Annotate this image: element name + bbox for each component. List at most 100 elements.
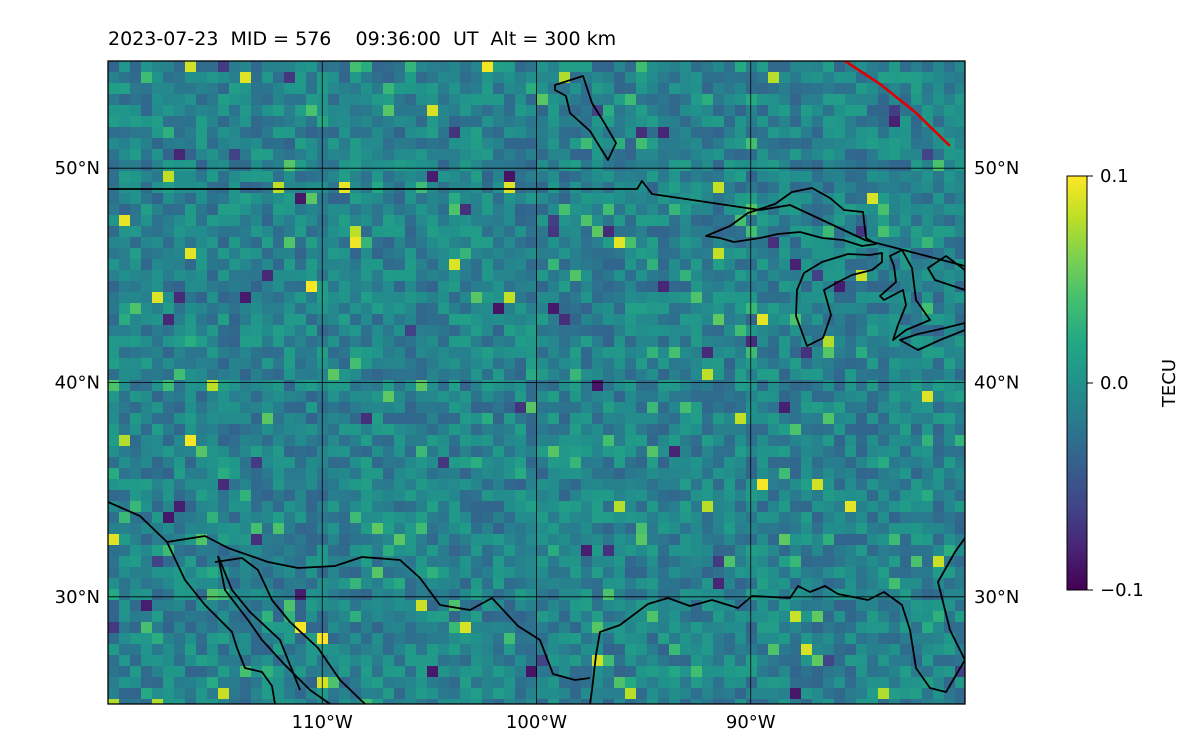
- tec-cell: [625, 567, 636, 578]
- tec-cell: [581, 699, 592, 704]
- tec-cell: [834, 578, 845, 589]
- tec-cell: [691, 226, 702, 237]
- tec-cell: [482, 160, 493, 171]
- tec-cell: [724, 666, 735, 677]
- tec-cell: [460, 435, 471, 446]
- tec-cell: [339, 424, 350, 435]
- tec-cell: [372, 666, 383, 677]
- tec-cell: [119, 270, 130, 281]
- tec-cell: [955, 182, 965, 193]
- tec-cell: [427, 281, 438, 292]
- tec-cell: [240, 281, 251, 292]
- tec-cell: [559, 83, 570, 94]
- tec-field: [108, 61, 965, 704]
- tec-cell: [141, 83, 152, 94]
- tec-cell: [405, 523, 416, 534]
- tec-cell: [372, 512, 383, 523]
- tec-cell: [427, 270, 438, 281]
- tec-cell: [647, 237, 658, 248]
- tec-cell: [581, 545, 592, 556]
- tec-cell: [130, 468, 141, 479]
- tec-cell: [922, 600, 933, 611]
- terminator-line: [844, 61, 951, 147]
- tec-cell: [867, 589, 878, 600]
- tec-cell: [603, 622, 614, 633]
- tec-cell: [944, 468, 955, 479]
- tec-cell: [251, 545, 262, 556]
- tec-cell: [460, 468, 471, 479]
- tec-cell: [691, 336, 702, 347]
- tec-cell: [845, 83, 856, 94]
- tec-cell: [845, 677, 856, 688]
- tec-cell: [295, 116, 306, 127]
- tec-cell: [625, 259, 636, 270]
- tec-cell: [328, 578, 339, 589]
- tec-cell: [702, 589, 713, 600]
- tec-cell: [295, 545, 306, 556]
- tec-cell: [812, 193, 823, 204]
- tec-cell: [680, 611, 691, 622]
- tec-cell: [537, 248, 548, 259]
- tec-cell: [768, 204, 779, 215]
- tec-cell: [658, 281, 669, 292]
- tec-cell: [515, 303, 526, 314]
- tec-cell: [207, 325, 218, 336]
- tec-cell: [812, 490, 823, 501]
- tec-cell: [515, 160, 526, 171]
- tec-cell: [482, 314, 493, 325]
- tec-cell: [262, 677, 273, 688]
- tec-cell: [482, 237, 493, 248]
- tec-cell: [581, 215, 592, 226]
- tec-cell: [955, 424, 965, 435]
- tec-cell: [647, 83, 658, 94]
- tec-cell: [944, 105, 955, 116]
- tec-cell: [768, 347, 779, 358]
- tec-cell: [207, 303, 218, 314]
- tec-cell: [757, 567, 768, 578]
- tec-cell: [152, 193, 163, 204]
- tec-cell: [691, 501, 702, 512]
- tec-cell: [900, 578, 911, 589]
- tec-cell: [405, 490, 416, 501]
- tec-cell: [163, 281, 174, 292]
- tec-cell: [251, 699, 262, 704]
- tec-cell: [757, 600, 768, 611]
- tec-cell: [911, 72, 922, 83]
- tec-cell: [273, 61, 284, 72]
- tec-cell: [790, 545, 801, 556]
- tec-cell: [614, 633, 625, 644]
- tec-cell: [801, 468, 812, 479]
- tec-cell: [119, 215, 130, 226]
- tec-cell: [449, 457, 460, 468]
- tec-cell: [746, 182, 757, 193]
- tec-cell: [526, 83, 537, 94]
- tec-cell: [306, 347, 317, 358]
- tec-cell: [735, 171, 746, 182]
- tec-cell: [581, 479, 592, 490]
- tec-cell: [636, 358, 647, 369]
- tec-cell: [504, 61, 515, 72]
- tec-cell: [108, 490, 119, 501]
- tec-cell: [592, 457, 603, 468]
- tec-cell: [339, 127, 350, 138]
- tec-cell: [504, 644, 515, 655]
- tec-cell: [845, 72, 856, 83]
- tec-cell: [284, 413, 295, 424]
- tec-cell: [482, 468, 493, 479]
- tec-cell: [647, 270, 658, 281]
- tec-cell: [856, 600, 867, 611]
- tec-cell: [306, 270, 317, 281]
- tec-cell: [141, 61, 152, 72]
- tec-cell: [339, 512, 350, 523]
- tec-cell: [922, 204, 933, 215]
- tec-cell: [823, 468, 834, 479]
- tec-cell: [284, 237, 295, 248]
- tec-cell: [856, 589, 867, 600]
- tec-cell: [416, 116, 427, 127]
- tec-cell: [548, 314, 559, 325]
- tec-cell: [658, 699, 669, 704]
- tec-cell: [537, 116, 548, 127]
- tec-cell: [900, 347, 911, 358]
- tec-cell: [526, 116, 537, 127]
- tec-cell: [735, 633, 746, 644]
